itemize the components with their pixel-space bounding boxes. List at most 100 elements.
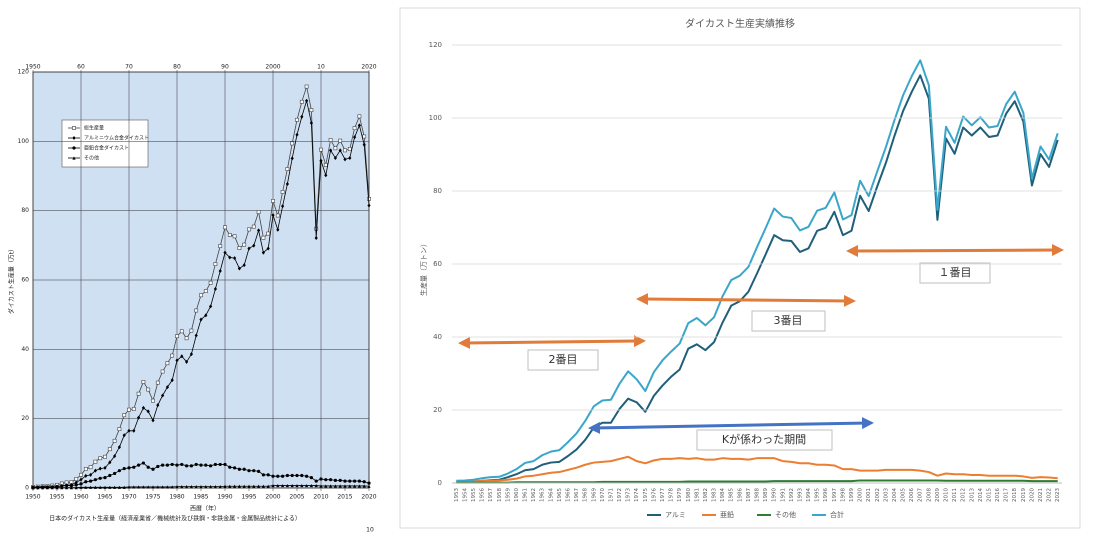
legend-marker (72, 146, 76, 150)
marker (189, 328, 194, 333)
marker (347, 147, 352, 151)
marker (324, 173, 328, 178)
annotation: 3番目 (774, 314, 803, 327)
top-tick-label: 80 (173, 64, 181, 71)
marker (328, 138, 333, 142)
x-tick-label: 1968 (583, 488, 589, 502)
annotation: 2番目 (549, 353, 578, 366)
marker (203, 289, 208, 293)
marker (93, 485, 97, 489)
x-tick-label: 2011 (952, 488, 958, 502)
x-tick-label: 1965 (97, 494, 112, 501)
marker (208, 280, 213, 285)
marker (309, 476, 313, 480)
marker (84, 480, 88, 484)
marker (55, 486, 59, 490)
marker (290, 141, 295, 146)
marker (223, 250, 227, 255)
marker (146, 465, 150, 469)
x-tick-label: 1967 (574, 488, 580, 502)
marker (252, 469, 256, 473)
legend-marker (72, 156, 76, 160)
marker (151, 418, 155, 423)
legend-label: 亜鉛 (720, 510, 734, 519)
marker (165, 463, 169, 467)
marker (79, 472, 83, 477)
x-tick-label: 1953 (454, 488, 460, 502)
legend-label: アルミニウム合金ダイカスト (84, 135, 149, 142)
marker (103, 465, 107, 470)
marker (237, 266, 241, 271)
marker (271, 213, 275, 218)
x-tick-label: 1966 (565, 488, 571, 502)
x-tick-label: 1987 (746, 488, 752, 502)
marker (247, 469, 251, 473)
marker (223, 462, 227, 467)
marker (319, 147, 323, 152)
marker (179, 329, 184, 334)
marker (175, 463, 179, 467)
marker (161, 463, 165, 467)
x-tick-label: 1961 (523, 488, 529, 502)
x-tick-label: 1965 (557, 488, 563, 502)
marker (309, 483, 313, 488)
x-tick-label: 1978 (669, 488, 675, 502)
marker (103, 485, 107, 489)
marker (127, 407, 131, 412)
marker (98, 456, 103, 461)
x-tick-label: 1985 (193, 494, 208, 501)
marker (276, 474, 280, 478)
marker (237, 467, 241, 471)
annotation: １番目 (939, 266, 972, 279)
marker (146, 387, 151, 392)
marker (155, 380, 160, 385)
marker (141, 461, 145, 465)
x-tick-label: 1984 (720, 488, 726, 502)
x-tick-label: 1989 (763, 488, 769, 502)
marker (367, 196, 371, 201)
marker (151, 485, 155, 489)
x-tick-label: 2014 (978, 488, 984, 502)
marker (122, 413, 127, 418)
marker (353, 484, 357, 488)
marker (242, 263, 246, 268)
marker (314, 483, 318, 488)
x-tick-label: 1971 (608, 488, 614, 502)
marker (69, 486, 73, 490)
marker (194, 485, 198, 489)
marker (304, 84, 309, 89)
marker (295, 473, 299, 478)
marker (209, 464, 213, 468)
marker (233, 466, 237, 470)
marker (367, 484, 371, 488)
marker (185, 359, 189, 364)
marker (50, 486, 54, 490)
marker (252, 484, 256, 488)
marker (257, 484, 261, 488)
y-tick-label: 20 (21, 415, 29, 422)
marker (276, 483, 280, 488)
x-tick-label: 1960 (73, 494, 88, 501)
marker (227, 233, 232, 237)
x-tick-label: 1960 (514, 488, 520, 502)
marker (199, 485, 203, 489)
marker (170, 485, 174, 489)
x-tick-label: 2010 (944, 488, 950, 502)
x-tick-label: 2016 (995, 488, 1001, 502)
legend-label: アルミ (665, 511, 686, 519)
marker (266, 231, 271, 236)
marker (189, 352, 193, 357)
marker (305, 474, 309, 478)
marker (280, 190, 285, 194)
marker (117, 445, 121, 450)
marker (132, 428, 136, 433)
marker (266, 484, 270, 488)
x-tick-label: 1956 (480, 488, 486, 502)
marker (237, 484, 241, 488)
marker (74, 486, 78, 490)
annotations: １番目 3番目 2番目 Kが係わった期間 (458, 244, 1064, 451)
marker (113, 454, 117, 459)
marker (218, 485, 222, 489)
arrow (846, 244, 1064, 257)
marker (237, 246, 242, 251)
